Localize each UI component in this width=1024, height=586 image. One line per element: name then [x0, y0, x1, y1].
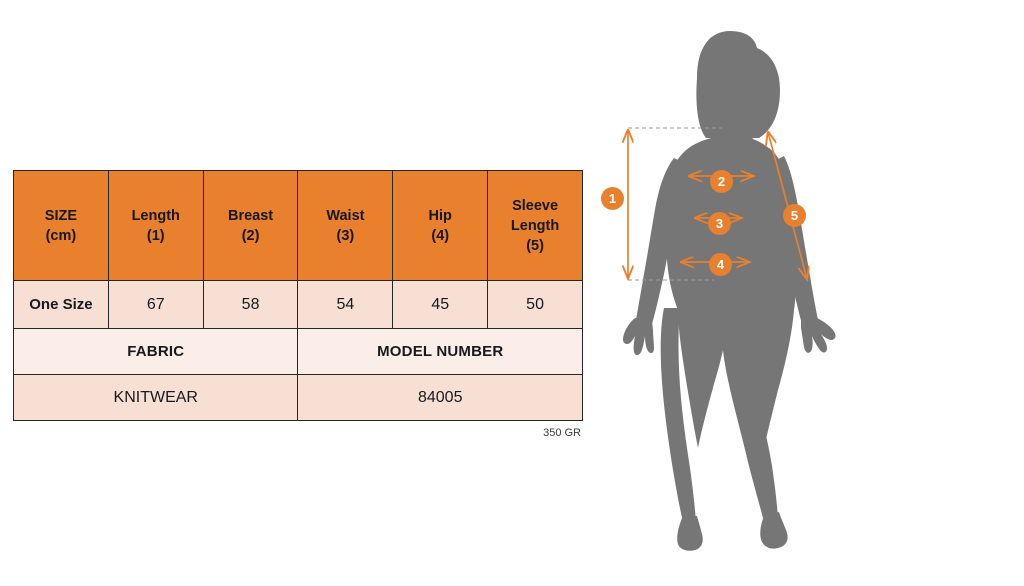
header-waist-line2: (3)	[336, 227, 355, 244]
measurement-figure: 1 2 3 4 5	[596, 18, 856, 570]
badge-sleeve-length: 5	[783, 204, 806, 227]
header-size: SIZE (cm)	[13, 170, 109, 281]
table-header-row: SIZE (cm) Length (1) Breast (2) Waist (3…	[13, 170, 583, 281]
cell-size-label: One Size	[13, 280, 109, 329]
header-length: Length (1)	[107, 170, 204, 281]
cell-length: 67	[107, 280, 204, 329]
cell-hip: 45	[392, 280, 489, 329]
header-sleeve-line2: Length	[510, 217, 560, 234]
badge-waist: 3	[708, 212, 731, 235]
header-hip: Hip (4)	[392, 170, 489, 281]
header-fabric: FABRIC	[12, 328, 299, 375]
size-chart-table: SIZE (cm) Length (1) Breast (2) Waist (3…	[12, 170, 583, 421]
header-size-line2: (cm)	[45, 227, 77, 244]
header-hip-line2: (4)	[431, 227, 450, 244]
cell-sleeve-length: 50	[487, 280, 583, 329]
table-row: One Size 67 58 54 45 50	[13, 280, 583, 329]
header-sleeve-length: Sleeve Length (5)	[487, 170, 583, 281]
female-silhouette-diagram	[596, 31, 836, 551]
silhouette-body	[623, 31, 836, 551]
header-sleeve-line1: Sleeve	[512, 197, 559, 214]
cell-fabric-value: KNITWEAR	[12, 374, 299, 421]
header-hip-line1: Hip	[428, 207, 452, 224]
header-length-line1: Length	[131, 207, 180, 224]
header-waist-line1: Waist	[326, 207, 365, 224]
weight-note: 350 GR	[543, 427, 581, 439]
badge-length: 1	[601, 187, 624, 210]
cell-model-number-value: 84005	[297, 374, 583, 421]
header-size-line1: SIZE	[44, 207, 78, 224]
header-length-line2: (1)	[146, 227, 165, 244]
header-breast-line1: Breast	[228, 207, 274, 224]
header-breast-line2: (2)	[241, 227, 260, 244]
badge-hip: 4	[709, 253, 732, 276]
header-sleeve-line3: (5)	[526, 237, 544, 254]
badge-breast: 2	[710, 170, 733, 193]
cell-waist: 54	[297, 280, 394, 329]
cell-breast: 58	[202, 280, 299, 329]
header-model-number: MODEL NUMBER	[297, 328, 583, 375]
table-subvalue-row: KNITWEAR 84005	[12, 374, 583, 421]
header-waist: Waist (3)	[297, 170, 394, 281]
length-guide-lines	[628, 127, 722, 281]
header-breast: Breast (2)	[202, 170, 299, 281]
table-subheader-row: FABRIC MODEL NUMBER	[12, 328, 583, 375]
